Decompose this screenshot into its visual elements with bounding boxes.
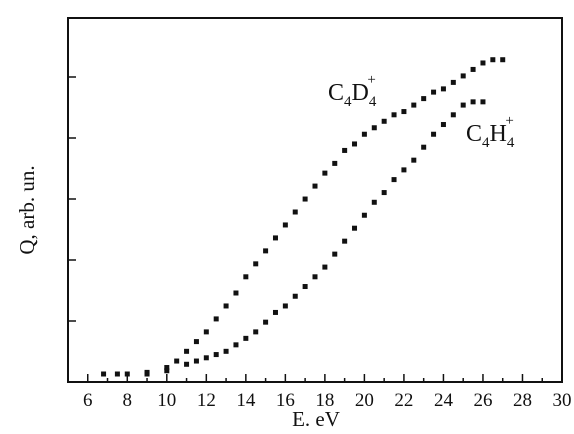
- data-point: [431, 89, 437, 95]
- data-point: [411, 157, 417, 163]
- data-point: [490, 57, 496, 63]
- data-point: [272, 235, 278, 241]
- data-point: [144, 371, 150, 377]
- data-point: [332, 251, 338, 257]
- x-axis-label: E. eV: [292, 407, 340, 431]
- series-label-c4h4: C4H4+: [466, 113, 515, 151]
- data-point: [460, 73, 466, 79]
- data-point: [381, 118, 387, 124]
- data-point: [174, 358, 180, 364]
- data-point: [233, 290, 239, 296]
- data-point: [440, 122, 446, 128]
- data-point: [184, 348, 190, 354]
- data-point: [203, 329, 209, 335]
- x-axis-ticks: [87, 374, 563, 382]
- data-point: [391, 177, 397, 183]
- data-point: [342, 147, 348, 153]
- data-point: [164, 368, 170, 374]
- data-point: [193, 358, 199, 364]
- x-tick-label: 16: [276, 390, 295, 411]
- data-point: [421, 144, 427, 150]
- data-point: [332, 160, 338, 166]
- data-point: [421, 96, 427, 102]
- data-point: [352, 225, 358, 231]
- data-point: [213, 316, 219, 322]
- data-point: [114, 371, 120, 377]
- x-tick-label: 18: [315, 390, 334, 411]
- data-point: [401, 109, 407, 115]
- data-point: [480, 99, 486, 105]
- data-point: [440, 86, 446, 92]
- data-point: [411, 102, 417, 108]
- data-point: [164, 365, 170, 371]
- data-point: [381, 190, 387, 196]
- data-point: [342, 238, 348, 244]
- data-point: [470, 99, 476, 105]
- data-point: [292, 209, 298, 215]
- data-point: [312, 183, 318, 189]
- data-point: [302, 196, 308, 202]
- data-point: [371, 199, 377, 205]
- y-axis-ticks: [68, 76, 76, 322]
- data-point: [352, 141, 358, 147]
- series-label-c4d4: C4D4+: [328, 72, 377, 110]
- plot-frame: [67, 17, 563, 383]
- x-tick-label: 28: [513, 390, 532, 411]
- data-point: [263, 248, 269, 254]
- data-point: [193, 339, 199, 345]
- data-point: [431, 131, 437, 137]
- data-point: [282, 222, 288, 228]
- data-point: [500, 57, 506, 63]
- x-tick-label: 12: [197, 390, 216, 411]
- data-point: [184, 361, 190, 367]
- data-point: [223, 348, 229, 354]
- data-point: [253, 329, 259, 335]
- data-point: [223, 303, 229, 309]
- data-point: [243, 274, 249, 280]
- data-point: [450, 79, 456, 85]
- data-point: [292, 293, 298, 299]
- data-point: [480, 60, 486, 66]
- data-points: [101, 57, 506, 377]
- x-tick-label: 14: [236, 390, 256, 411]
- x-tick-label: 8: [123, 390, 133, 411]
- y-axis-label: Q, arb. un.: [15, 165, 39, 254]
- data-point: [272, 309, 278, 315]
- data-point: [263, 319, 269, 325]
- data-point: [312, 274, 318, 280]
- x-tick-label: 10: [157, 390, 176, 411]
- data-point: [361, 212, 367, 218]
- data-point: [243, 335, 249, 341]
- x-tick-label: 22: [394, 390, 413, 411]
- data-point: [203, 355, 209, 361]
- data-point: [124, 371, 130, 377]
- series-C4H4+: [114, 99, 486, 377]
- data-point: [460, 102, 466, 108]
- data-point: [391, 112, 397, 118]
- x-tick-label: 26: [473, 390, 492, 411]
- x-tick-label: 20: [355, 390, 374, 411]
- data-point: [371, 125, 377, 131]
- data-point: [302, 284, 308, 290]
- x-tick-label: 24: [434, 390, 454, 411]
- data-point: [233, 342, 239, 348]
- data-point: [322, 170, 328, 176]
- series-C4D4+: [101, 57, 506, 377]
- x-tick-label: 6: [83, 390, 93, 411]
- data-point: [322, 264, 328, 270]
- data-point: [470, 66, 476, 72]
- data-point: [253, 261, 259, 267]
- data-point: [450, 112, 456, 118]
- x-axis-tick-labels: 6 8 10 12 14 16 18 20 22 24 26 28 30: [83, 390, 571, 411]
- data-point: [282, 303, 288, 309]
- data-point: [101, 371, 107, 377]
- data-point: [361, 131, 367, 137]
- data-point: [401, 167, 407, 173]
- data-point: [213, 352, 219, 358]
- x-tick-label: 30: [553, 390, 572, 411]
